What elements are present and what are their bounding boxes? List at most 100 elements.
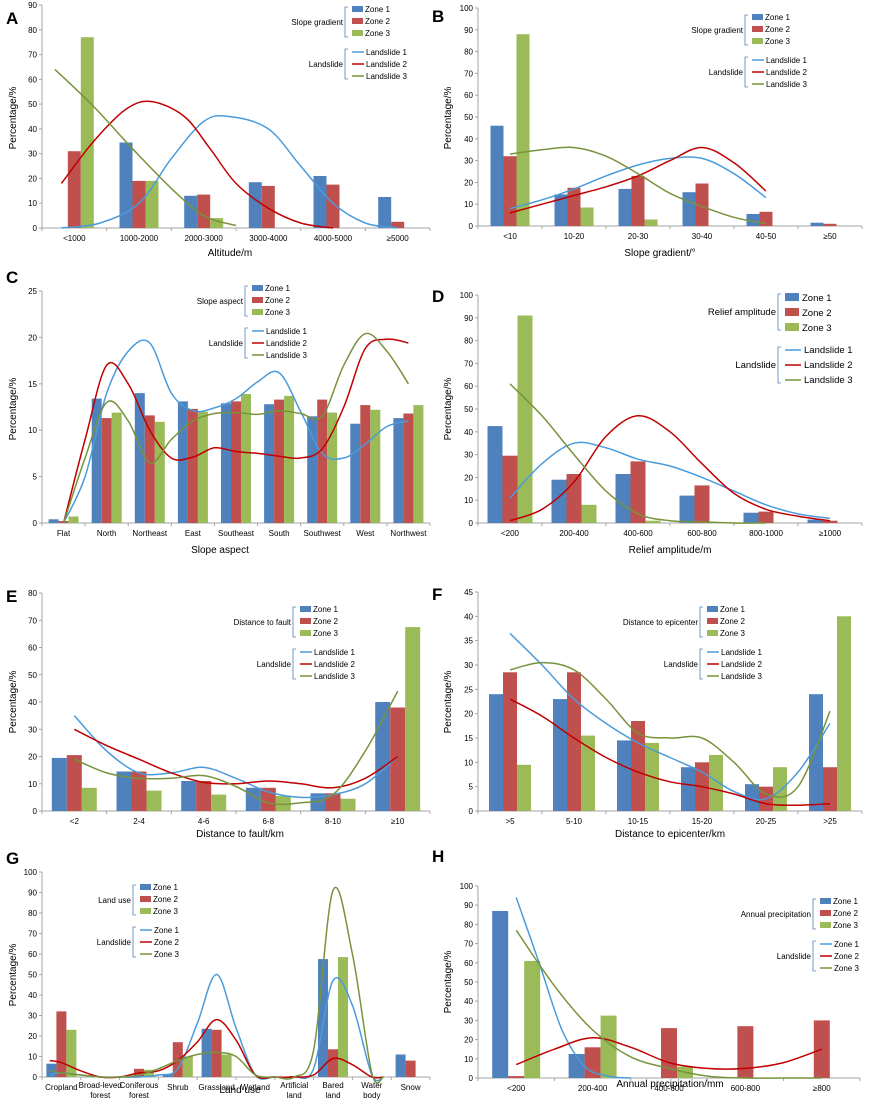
x-tick-label: 400-600 — [623, 529, 653, 538]
bar-zone-1 — [554, 194, 568, 226]
bar-zone-2 — [630, 461, 646, 523]
legend-item: Landslide 2 — [266, 339, 307, 348]
x-tick-label: Wetland — [241, 1083, 270, 1092]
bar-zone-2 — [567, 187, 581, 226]
legend-swatch-bar — [785, 293, 799, 301]
y-tick-label: 15 — [28, 380, 37, 389]
x-axis-title: Annual precipitation/mm — [616, 1079, 723, 1090]
bar-zone-3 — [241, 394, 251, 523]
bar-zone-1 — [264, 404, 275, 523]
landslide-label: Landslide — [777, 952, 812, 961]
y-tick-label: 30 — [28, 150, 37, 159]
bar-zone-3 — [182, 1056, 193, 1077]
panel-b: B 0 10 20 30 40 50 60 70 80 90 100 <10 10-20 20-30 30-4… — [432, 4, 863, 259]
line-landslide-1 — [509, 156, 767, 210]
x-tick-label: North — [97, 529, 117, 538]
landslide-label: Landslide — [709, 68, 744, 77]
y-tick-label: 40 — [28, 125, 37, 134]
y-tick-label: 60 — [28, 75, 37, 84]
bar-zone-2 — [822, 520, 838, 523]
bar-zone-2 — [144, 415, 155, 523]
bar-zone-1 — [489, 694, 503, 811]
y-axis-title: Percentage/% — [8, 943, 19, 1006]
legend-bracket — [699, 606, 703, 638]
bar-zone-3 — [210, 218, 224, 228]
y-tick-label: 0 — [33, 519, 38, 528]
x-axis-title: Slope aspect — [191, 545, 249, 556]
bar-zone-1 — [221, 403, 231, 523]
bar-zone-3 — [581, 504, 597, 523]
bar-zone-3 — [405, 627, 421, 811]
bar-zone-2 — [66, 755, 82, 811]
legend-bracket — [292, 606, 296, 638]
y-axis-title: Percentage/% — [443, 86, 454, 149]
x-tick-label: 15-20 — [692, 817, 713, 826]
panel-label: B — [432, 7, 444, 26]
legend-swatch-bar — [707, 606, 718, 612]
legend-item: Landslide 1 — [314, 648, 355, 657]
bar-zone-2 — [261, 185, 275, 228]
bar-zone-2 — [405, 1060, 416, 1077]
bar-zone-3 — [81, 787, 97, 811]
y-tick-label: 100 — [460, 882, 474, 891]
bar-zone-1 — [682, 192, 696, 226]
legend-swatch-bar — [140, 896, 151, 902]
x-tick-label: Southwest — [304, 529, 342, 538]
y-tick-label: 60 — [464, 91, 473, 100]
bar-zone-1 — [679, 495, 695, 523]
line-landslide-3 — [62, 332, 410, 524]
bar-zone-3 — [80, 37, 94, 229]
bar-zone-3 — [327, 412, 338, 523]
bar-zone-3 — [517, 315, 533, 523]
legend-swatch-bar — [785, 323, 799, 331]
x-tick-label: ≥5000 — [387, 234, 410, 243]
y-tick-label: 70 — [28, 51, 37, 60]
legend-item: Landslide 2 — [804, 360, 853, 371]
bar-zone-1 — [162, 1073, 173, 1077]
line-landslide-2 — [509, 146, 767, 214]
bar-zone-1 — [119, 142, 133, 228]
panel-e: E 0 10 20 30 40 50 60 70 80 <2 2-4 4-6 6-8 8-10 ≥10 Dist… — [6, 587, 431, 840]
legend-bracket — [344, 6, 348, 38]
y-tick-label: 10 — [28, 1053, 37, 1062]
y-tick-label: 100 — [24, 868, 38, 877]
legend-item: Landslide 3 — [266, 351, 307, 360]
x-tick-label: 10-20 — [564, 232, 585, 241]
y-tick-label: 90 — [464, 901, 473, 910]
legend-item: Landslide 2 — [314, 660, 355, 669]
y-axis-title: Percentage/% — [443, 950, 454, 1013]
legend-bracket — [699, 648, 703, 680]
x-tick-label: Southeast — [218, 529, 255, 538]
legend-swatch-bar — [252, 297, 263, 303]
y-tick-label: 80 — [464, 920, 473, 929]
bar-zone-1 — [248, 182, 262, 228]
bar-zone-2 — [326, 184, 340, 228]
x-axis-title: Relief amplitude/m — [629, 545, 712, 556]
y-tick-label: 90 — [464, 26, 473, 35]
legend-swatch-bar — [707, 618, 718, 624]
panel-c: C 0 5 10 15 20 25 Flat North Northeast East Southea… — [6, 268, 431, 556]
x-tick-label: <2 — [70, 817, 80, 826]
y-tick-label: 30 — [28, 725, 37, 734]
x-axis-title: Land use — [219, 1085, 261, 1096]
x-tick-label: 200-400 — [559, 529, 589, 538]
bar-zone-3 — [600, 1015, 617, 1078]
legend-group-title: Distance to fault — [234, 618, 292, 627]
bar-zone-2 — [695, 183, 709, 226]
x-tick-label: ≥1000 — [819, 529, 842, 538]
x-tick-label: <200 — [501, 529, 520, 538]
bar-zone-2 — [197, 194, 211, 228]
bar-zone-1 — [810, 222, 824, 226]
x-tick-label: Flat — [57, 529, 71, 538]
legend-item: Zone 3 — [365, 29, 390, 38]
x-tick-label: 600-800 — [731, 1084, 761, 1093]
y-tick-label: 50 — [28, 100, 37, 109]
bar-zone-1 — [568, 1054, 585, 1078]
bar-zone-1 — [807, 519, 823, 523]
legend-item: Zone 3 — [720, 629, 745, 638]
bar-zone-2 — [274, 399, 285, 523]
legend-swatch-bar — [300, 618, 311, 624]
line-landslide-2 — [515, 1036, 823, 1070]
bar-zone-2 — [56, 1011, 67, 1077]
bar-zone-2 — [759, 211, 773, 226]
